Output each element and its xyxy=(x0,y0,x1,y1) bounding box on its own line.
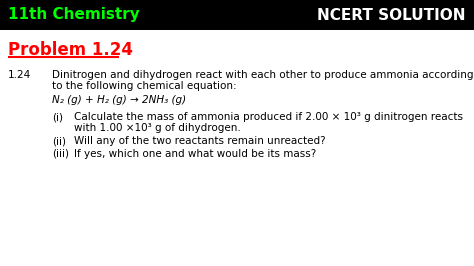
Text: N₂ (g) + H₂ (g) → 2NH₃ (g): N₂ (g) + H₂ (g) → 2NH₃ (g) xyxy=(52,95,186,105)
Text: If yes, which one and what would be its mass?: If yes, which one and what would be its … xyxy=(74,149,316,159)
Text: NCERT SOLUTION: NCERT SOLUTION xyxy=(318,7,466,23)
Text: Calculate the mass of ammonia produced if 2.00 × 10³ g dinitrogen reacts: Calculate the mass of ammonia produced i… xyxy=(74,112,463,122)
Text: to the following chemical equation:: to the following chemical equation: xyxy=(52,81,237,91)
Text: 1.24: 1.24 xyxy=(8,70,31,80)
Text: Dinitrogen and dihydrogen react with each other to produce ammonia according: Dinitrogen and dihydrogen react with eac… xyxy=(52,70,474,80)
Text: Will any of the two reactants remain unreacted?: Will any of the two reactants remain unr… xyxy=(74,136,326,146)
Text: with 1.00 ×10³ g of dihydrogen.: with 1.00 ×10³ g of dihydrogen. xyxy=(74,123,241,133)
Text: (iii): (iii) xyxy=(52,149,69,159)
Text: 11th Chemistry: 11th Chemistry xyxy=(8,7,140,23)
Bar xyxy=(0,30,474,266)
Text: (ii): (ii) xyxy=(52,136,66,146)
Text: Problem 1.24: Problem 1.24 xyxy=(8,41,133,59)
Bar xyxy=(0,0,474,30)
Text: (i): (i) xyxy=(52,112,63,122)
